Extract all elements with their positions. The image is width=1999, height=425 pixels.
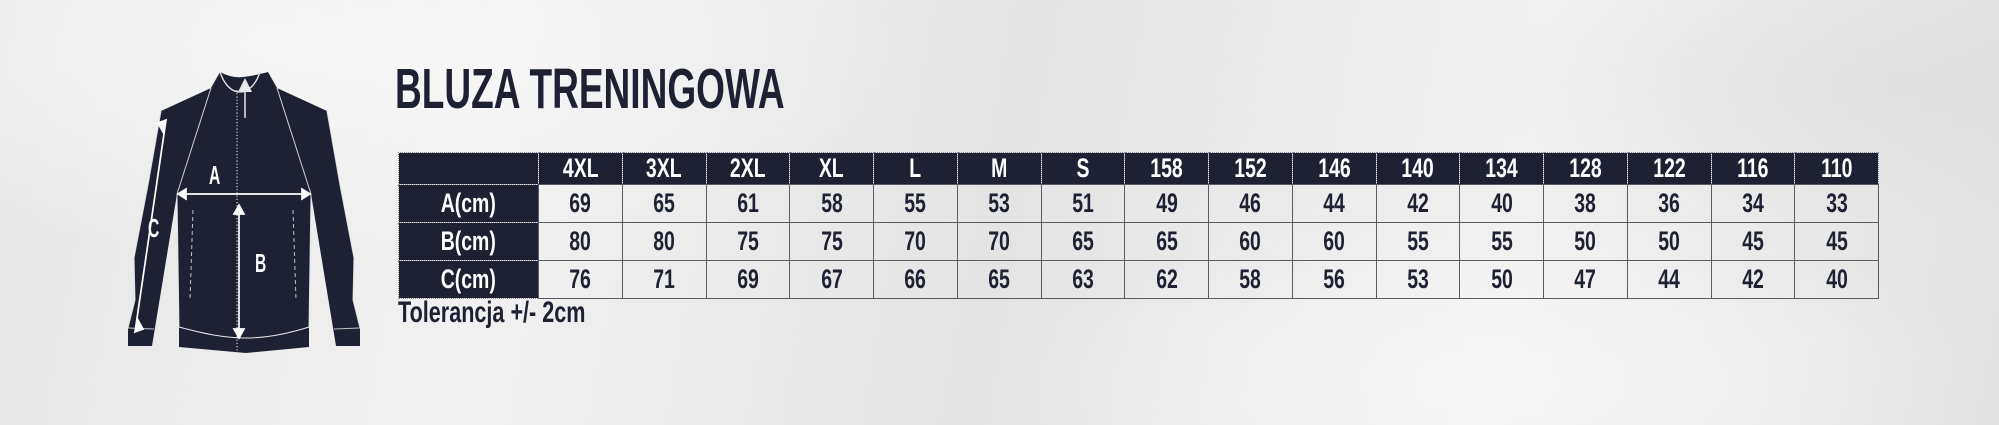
svg-text:A: A — [209, 161, 220, 190]
svg-text:C: C — [148, 214, 159, 243]
svg-text:B: B — [255, 249, 266, 278]
